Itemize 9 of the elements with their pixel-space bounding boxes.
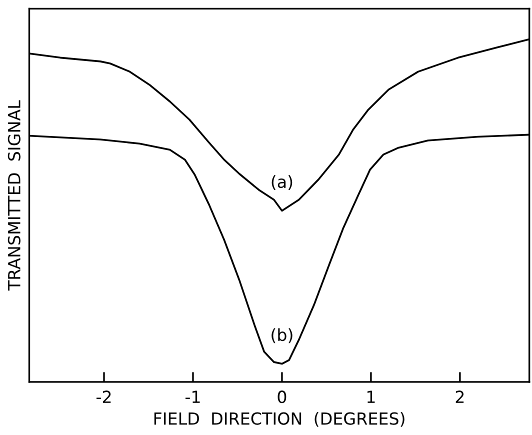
- series-label: (b): [272, 328, 292, 344]
- x-tick-label: 1: [367, 390, 375, 403]
- x-tick-label: -2: [96, 390, 111, 403]
- x-tick-label: -1: [185, 390, 200, 403]
- x-tick-label: 2: [456, 390, 464, 403]
- series-label: (a): [272, 175, 292, 190]
- x-tick-label: 0: [278, 390, 286, 404]
- y-axis-title: TRANSMITTED SIGNAL: [8, 100, 20, 291]
- x-axis-title: FIELD DIRECTION (DEGREES): [154, 412, 404, 427]
